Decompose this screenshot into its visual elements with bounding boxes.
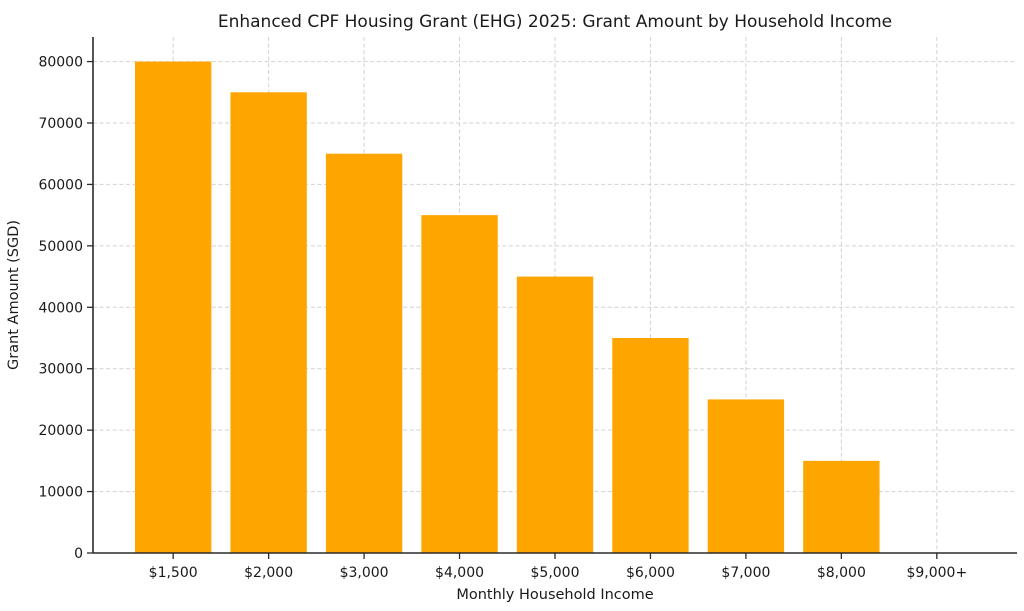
y-tick-label: 0 <box>74 546 83 562</box>
x-tick-label: $1,500 <box>149 565 198 581</box>
bar <box>135 61 212 553</box>
tick-marks <box>87 60 938 559</box>
y-tick-label: 10000 <box>38 485 83 501</box>
x-tick-label: $2,000 <box>244 565 293 581</box>
x-axis-label: Monthly Household Income <box>456 587 653 603</box>
x-tick-label: $6,000 <box>626 565 675 581</box>
x-tick-label: $9,000+ <box>906 565 967 581</box>
y-tick-label: 40000 <box>38 300 83 316</box>
y-tick-label: 70000 <box>38 116 83 132</box>
y-tick-label: 60000 <box>38 177 83 193</box>
x-tick-label: $5,000 <box>531 565 580 581</box>
bar <box>421 215 498 553</box>
bar <box>612 338 689 553</box>
y-tick-label: 30000 <box>38 362 83 378</box>
x-tick-label: $8,000 <box>817 565 866 581</box>
x-tick-label: $7,000 <box>721 565 770 581</box>
x-tick-label: $4,000 <box>435 565 484 581</box>
x-tick-label: $3,000 <box>340 565 389 581</box>
bar <box>325 153 403 553</box>
y-tick-label: 80000 <box>38 55 83 71</box>
bar <box>516 276 594 553</box>
y-tick-label: 20000 <box>38 423 83 439</box>
y-axis-label: Grant Amount (SGD) <box>6 220 22 370</box>
chart-title: Enhanced CPF Housing Grant (EHG) 2025: G… <box>218 12 892 32</box>
bars <box>135 61 880 554</box>
bar <box>230 92 307 554</box>
bar <box>803 460 880 553</box>
bar <box>707 399 785 553</box>
y-tick-label: 50000 <box>38 239 83 255</box>
tick-labels: 0 10000 20000 30000 40000 50000 60000 70000 8000… <box>38 55 967 581</box>
